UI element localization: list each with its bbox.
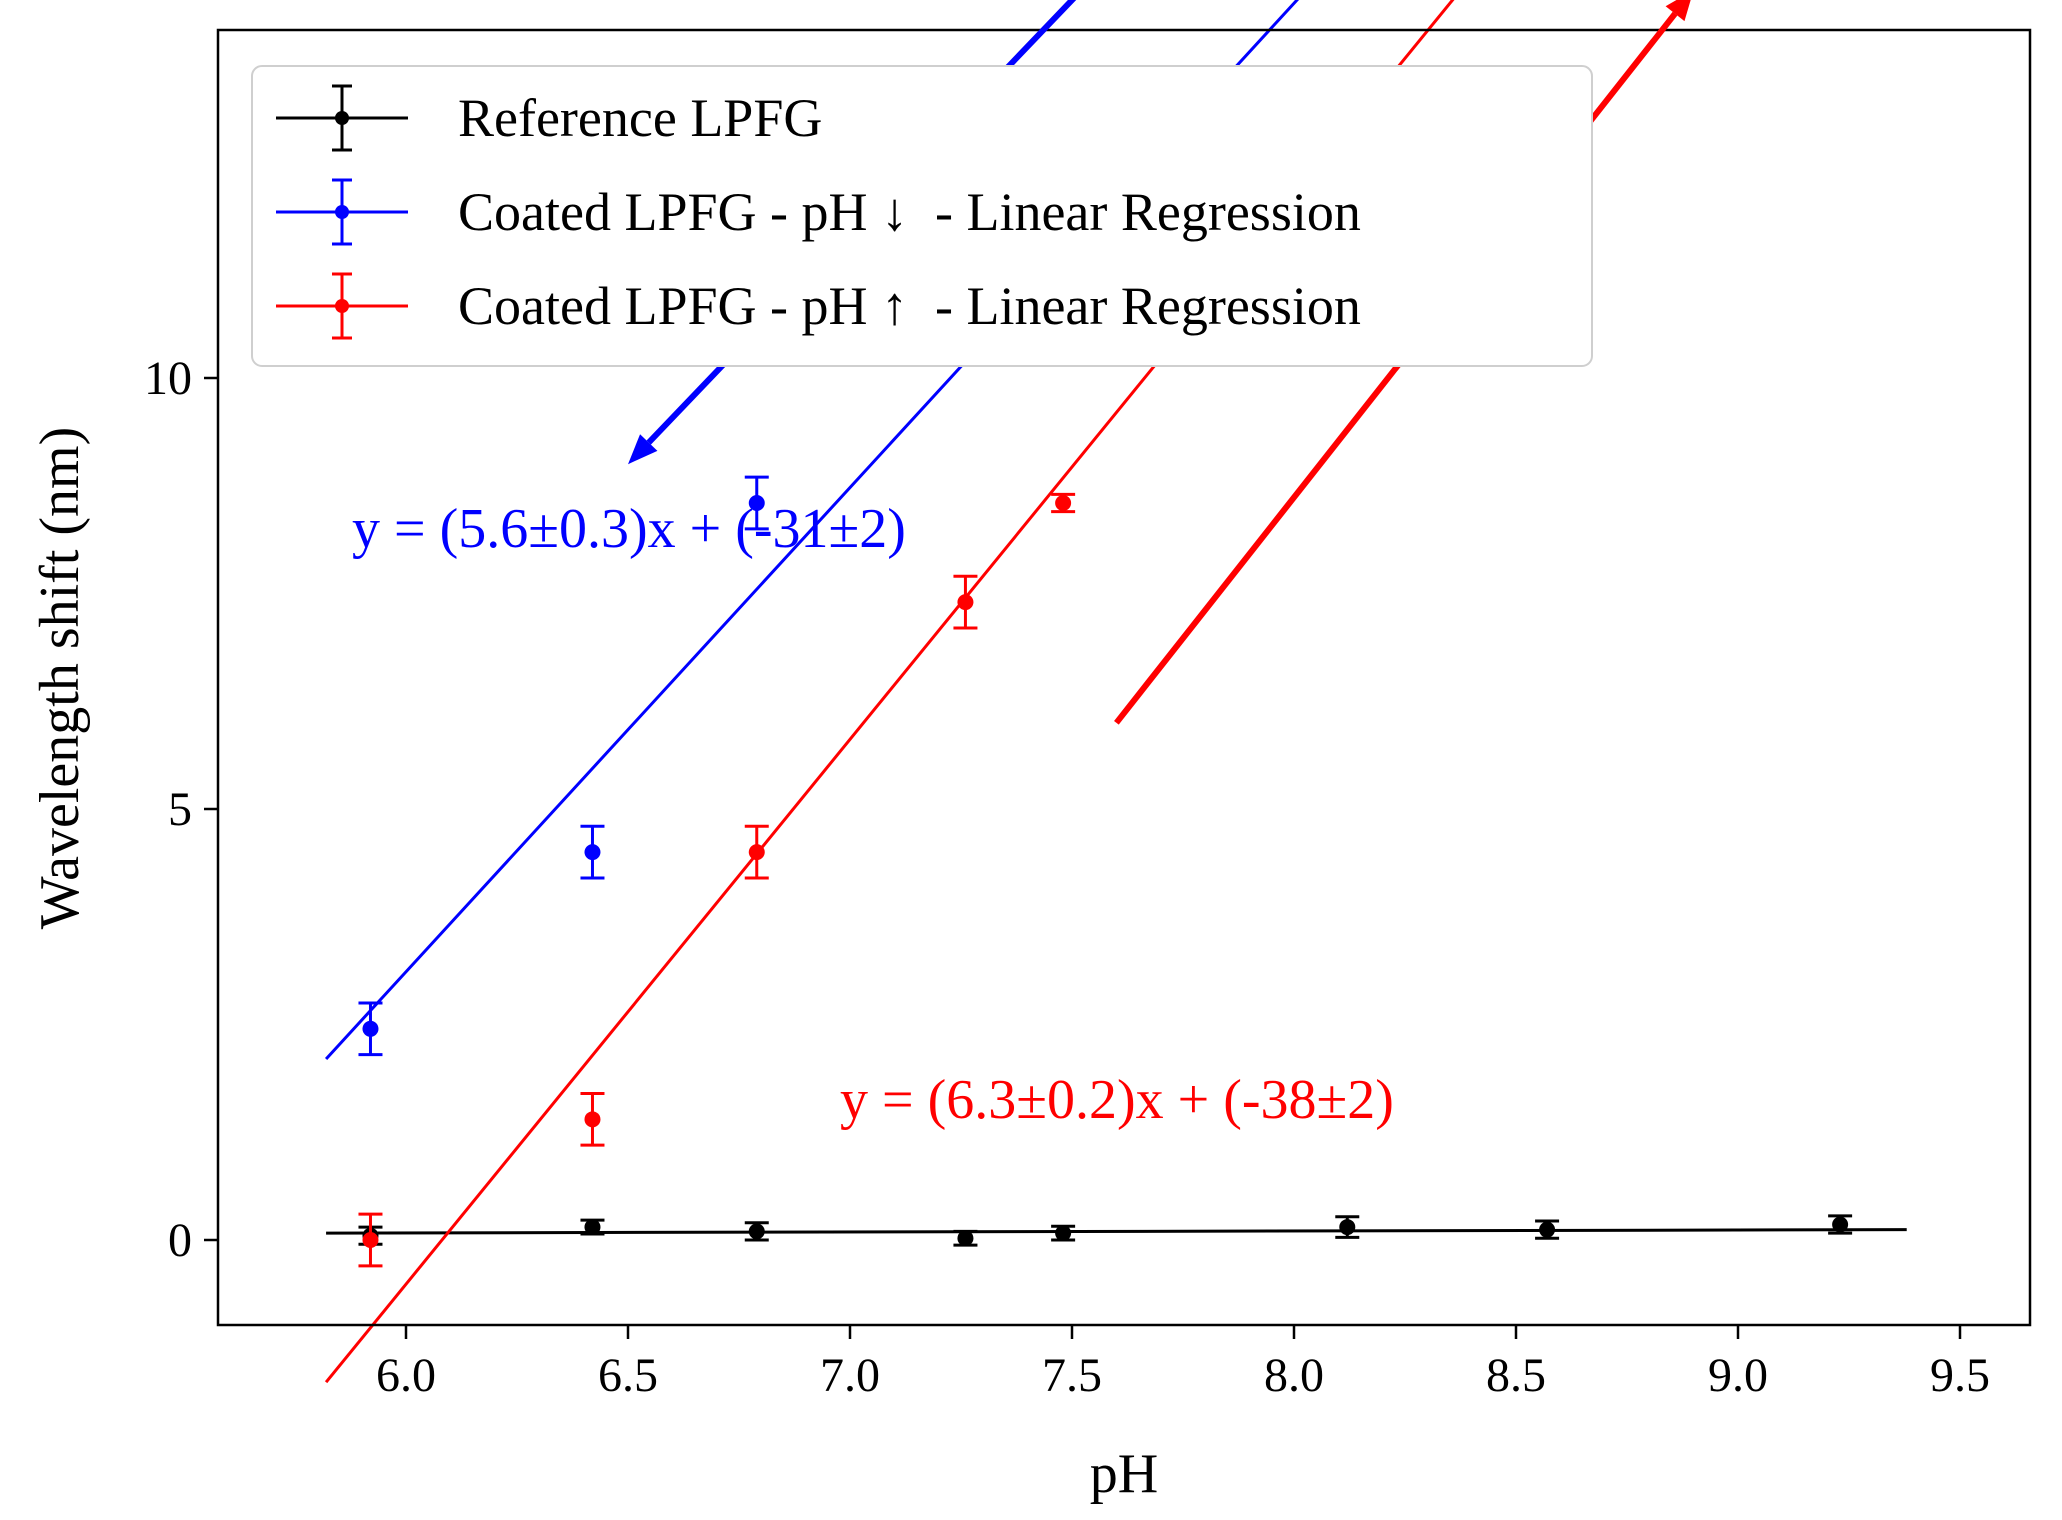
data-point-reference: [957, 1230, 974, 1247]
data-point-down: [362, 1020, 379, 1037]
legend-label-up: Coated LPFG - pH ↑ - Linear Regression: [458, 276, 1361, 336]
data-point-reference: [748, 1223, 765, 1240]
x-tick-label: 9.5: [1930, 1349, 1990, 1402]
x-tick-label: 9.0: [1708, 1349, 1768, 1402]
x-tick-label: 8.5: [1486, 1349, 1546, 1402]
data-point-reference: [1339, 1219, 1356, 1236]
fit-line-up: [324, 0, 1455, 1384]
legend-entry-up: Coated LPFG - pH ↑ - Linear Regression: [276, 272, 1361, 340]
data-point-down: [748, 494, 765, 511]
arrow_down-head: [628, 434, 658, 465]
data-point-reference: [1055, 1225, 1072, 1242]
legend-entry-down: Coated LPFG - pH ↓ - Linear Regression: [276, 178, 1361, 246]
annotations-layer: y = (5.6±0.3)x + (-31±2) y = (6.3±0.2)x +…: [352, 0, 1691, 1131]
data-point-up: [748, 844, 765, 861]
series-reference: [326, 1214, 1907, 1247]
legend-entry-reference: Reference LPFG: [276, 84, 822, 152]
equation-eq_up: y = (6.3±0.2)x + (-38±2): [840, 1069, 1394, 1131]
data-point-reference: [1539, 1221, 1556, 1238]
x-axis-title: pH: [1090, 1443, 1158, 1505]
equation-eq_down: y = (5.6±0.3)x + (-31±2): [352, 498, 906, 560]
y-tick-label: 10: [144, 352, 192, 405]
legend-marker-down: [335, 205, 349, 219]
plot-frame: [216, 28, 2032, 1327]
legend-label-down: Coated LPFG - pH ↓ - Linear Regression: [458, 182, 1361, 242]
legend: Reference LPFG Coated LPFG - pH ↓ - Linea…: [251, 65, 1593, 367]
data-point-reference: [584, 1219, 601, 1236]
legend-box: [251, 65, 1593, 367]
x-tick-label: 6.0: [376, 1349, 436, 1402]
x-tick-label: 7.5: [1042, 1349, 1102, 1402]
arrow_up-head: [1665, 0, 1691, 22]
y-tick-label: 5: [168, 783, 192, 836]
data-point-up: [957, 594, 974, 611]
data-point-reference: [1832, 1216, 1849, 1233]
data-point-up: [584, 1111, 601, 1128]
y-axis-title: Wavelength shift (nm): [29, 427, 91, 929]
legend-marker-up: [335, 299, 349, 313]
x-tick-label: 8.0: [1264, 1349, 1324, 1402]
x-tick-label: 7.0: [820, 1349, 880, 1402]
y-tick-label: 0: [168, 1214, 192, 1267]
data-point-down: [584, 844, 601, 861]
data-point-up: [362, 1232, 379, 1248]
legend-label-reference: Reference LPFG: [458, 88, 822, 148]
axis-ticks: 6.06.57.07.58.08.59.09.50510152025: [144, 352, 1990, 1402]
data-point-up: [1055, 494, 1072, 511]
x-tick-label: 6.5: [598, 1349, 658, 1402]
legend-marker-reference: [335, 111, 349, 125]
